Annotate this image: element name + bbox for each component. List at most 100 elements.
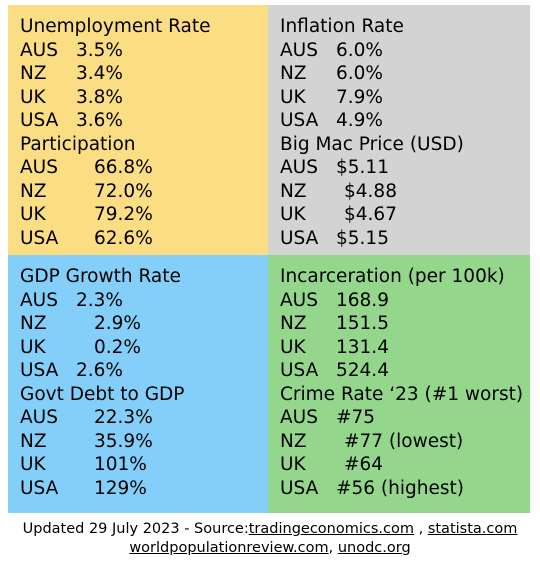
incarceration-row-usa: USA 524.4 bbox=[280, 359, 530, 383]
source-link-statista[interactable]: statista.com bbox=[427, 521, 518, 537]
value: $4.88 bbox=[344, 180, 397, 202]
crime-row-nz: NZ #77 (lowest) bbox=[280, 430, 530, 454]
source-footer: Updated 29 July 2023 - Source:tradingeco… bbox=[0, 520, 540, 558]
prices-panel: Inflation Rate AUS 6.0% NZ 6.0% UK 7.9% USA… bbox=[268, 5, 530, 255]
country: AUS bbox=[20, 39, 58, 61]
debt-title: Govt Debt to GDP bbox=[20, 383, 185, 405]
gdp-row-nz: NZ 2.9% bbox=[20, 312, 268, 336]
value: 62.6% bbox=[94, 227, 153, 249]
participation-row-uk: UK 79.2% bbox=[20, 203, 268, 227]
debt-row-usa: USA 129% bbox=[20, 477, 268, 501]
value: 66.8% bbox=[94, 157, 153, 178]
bigmac-title: Big Mac Price (USD) bbox=[280, 133, 464, 155]
gdp-row-usa: USA 2.6% bbox=[20, 359, 268, 383]
country: USA bbox=[280, 360, 319, 381]
debt-row-aus: AUS 22.3% bbox=[20, 406, 268, 430]
gdp-title: GDP Growth Rate bbox=[20, 266, 181, 287]
country: AUS bbox=[20, 407, 58, 428]
participation-title: Participation bbox=[20, 133, 136, 155]
value: 3.5% bbox=[76, 39, 123, 61]
incarceration-title: Incarceration (per 100k) bbox=[280, 266, 505, 287]
country: NZ bbox=[20, 430, 47, 452]
value: 3.6% bbox=[76, 110, 123, 131]
crime-row-usa: USA #56 (highest) bbox=[280, 477, 530, 501]
value: 72.0% bbox=[94, 180, 153, 202]
crime-row-aus: AUS #75 bbox=[280, 406, 530, 430]
source-link-tradingeconomics[interactable]: tradingeconomics.com bbox=[248, 521, 414, 537]
participation-row-usa: USA 62.6% bbox=[20, 227, 268, 251]
source-link-unodc[interactable]: unodc.org bbox=[337, 540, 411, 556]
value: #75 bbox=[336, 407, 376, 428]
value: $5.15 bbox=[336, 227, 389, 249]
value: 524.4 bbox=[336, 360, 389, 381]
footer-line-2: worldpopulationreview.com, unodc.org bbox=[0, 539, 540, 558]
bigmac-row-nz: NZ $4.88 bbox=[280, 180, 530, 204]
value: #56 (highest) bbox=[336, 477, 464, 499]
country: NZ bbox=[20, 63, 47, 84]
country: USA bbox=[280, 477, 319, 499]
country: NZ bbox=[280, 63, 307, 84]
value: 3.8% bbox=[76, 86, 123, 108]
country: USA bbox=[20, 227, 59, 249]
value: 6.0% bbox=[336, 39, 383, 61]
country: NZ bbox=[20, 313, 47, 334]
country: USA bbox=[20, 110, 59, 131]
value: 131.4 bbox=[336, 336, 389, 358]
incarceration-row-nz: NZ 151.5 bbox=[280, 312, 530, 336]
country: USA bbox=[280, 110, 319, 131]
value: 4.9% bbox=[336, 110, 383, 131]
value: $4.67 bbox=[344, 204, 397, 225]
value: 2.9% bbox=[94, 313, 141, 334]
country: NZ bbox=[280, 313, 307, 334]
value: 101% bbox=[94, 454, 147, 475]
value: $5.11 bbox=[336, 157, 389, 178]
value: 6.0% bbox=[336, 63, 383, 84]
debt-row-nz: NZ 35.9% bbox=[20, 430, 268, 454]
value: 2.3% bbox=[76, 289, 123, 311]
country: USA bbox=[20, 360, 59, 381]
value: #77 (lowest) bbox=[344, 430, 464, 452]
country: UK bbox=[280, 454, 306, 475]
country: UK bbox=[280, 86, 306, 108]
country: AUS bbox=[20, 289, 58, 311]
economy-panel: GDP Growth Rate AUS 2.3% NZ 2.9% UK 0.2% US… bbox=[8, 255, 268, 513]
country: AUS bbox=[280, 157, 318, 178]
country: UK bbox=[20, 336, 46, 358]
country: NZ bbox=[20, 180, 47, 202]
gdp-row-aus: AUS 2.3% bbox=[20, 289, 268, 313]
country: AUS bbox=[280, 39, 318, 61]
unemployment-row-nz: NZ 3.4% bbox=[20, 62, 268, 86]
bigmac-row-aus: AUS $5.11 bbox=[280, 156, 530, 180]
value: 168.9 bbox=[336, 289, 389, 311]
justice-panel: Incarceration (per 100k) AUS 168.9 NZ 151.… bbox=[268, 255, 530, 513]
country: UK bbox=[20, 204, 46, 225]
country: USA bbox=[20, 477, 59, 499]
country: UK bbox=[280, 204, 306, 225]
inflation-row-usa: USA 4.9% bbox=[280, 109, 530, 133]
country: AUS bbox=[280, 407, 318, 428]
source-link-worldpopulationreview[interactable]: worldpopulationreview.com bbox=[129, 540, 329, 556]
inflation-row-aus: AUS 6.0% bbox=[280, 39, 530, 63]
value: 0.2% bbox=[94, 336, 141, 358]
value: 2.6% bbox=[76, 360, 123, 381]
value: 79.2% bbox=[94, 204, 153, 225]
footer-separator: , bbox=[328, 540, 338, 556]
gdp-row-uk: UK 0.2% bbox=[20, 336, 268, 360]
stats-grid: Unemployment Rate AUS 3.5% NZ 3.4% UK 3.8% … bbox=[8, 5, 530, 513]
incarceration-row-uk: UK 131.4 bbox=[280, 336, 530, 360]
country: AUS bbox=[280, 289, 318, 311]
unemployment-title: Unemployment Rate bbox=[20, 16, 211, 37]
country: NZ bbox=[280, 180, 307, 202]
country: USA bbox=[280, 227, 319, 249]
footer-line-1: Updated 29 July 2023 - Source:tradingeco… bbox=[0, 520, 540, 539]
footer-prefix: Updated 29 July 2023 - Source: bbox=[22, 521, 249, 537]
unemployment-row-uk: UK 3.8% bbox=[20, 86, 268, 110]
value: 3.4% bbox=[76, 63, 123, 84]
value: 7.9% bbox=[336, 86, 383, 108]
incarceration-row-aus: AUS 168.9 bbox=[280, 289, 530, 313]
country: UK bbox=[20, 86, 46, 108]
footer-separator: , bbox=[413, 521, 428, 537]
crime-title: Crime Rate ‘23 (#1 worst) bbox=[280, 383, 524, 405]
bigmac-row-uk: UK $4.67 bbox=[280, 203, 530, 227]
participation-row-nz: NZ 72.0% bbox=[20, 180, 268, 204]
